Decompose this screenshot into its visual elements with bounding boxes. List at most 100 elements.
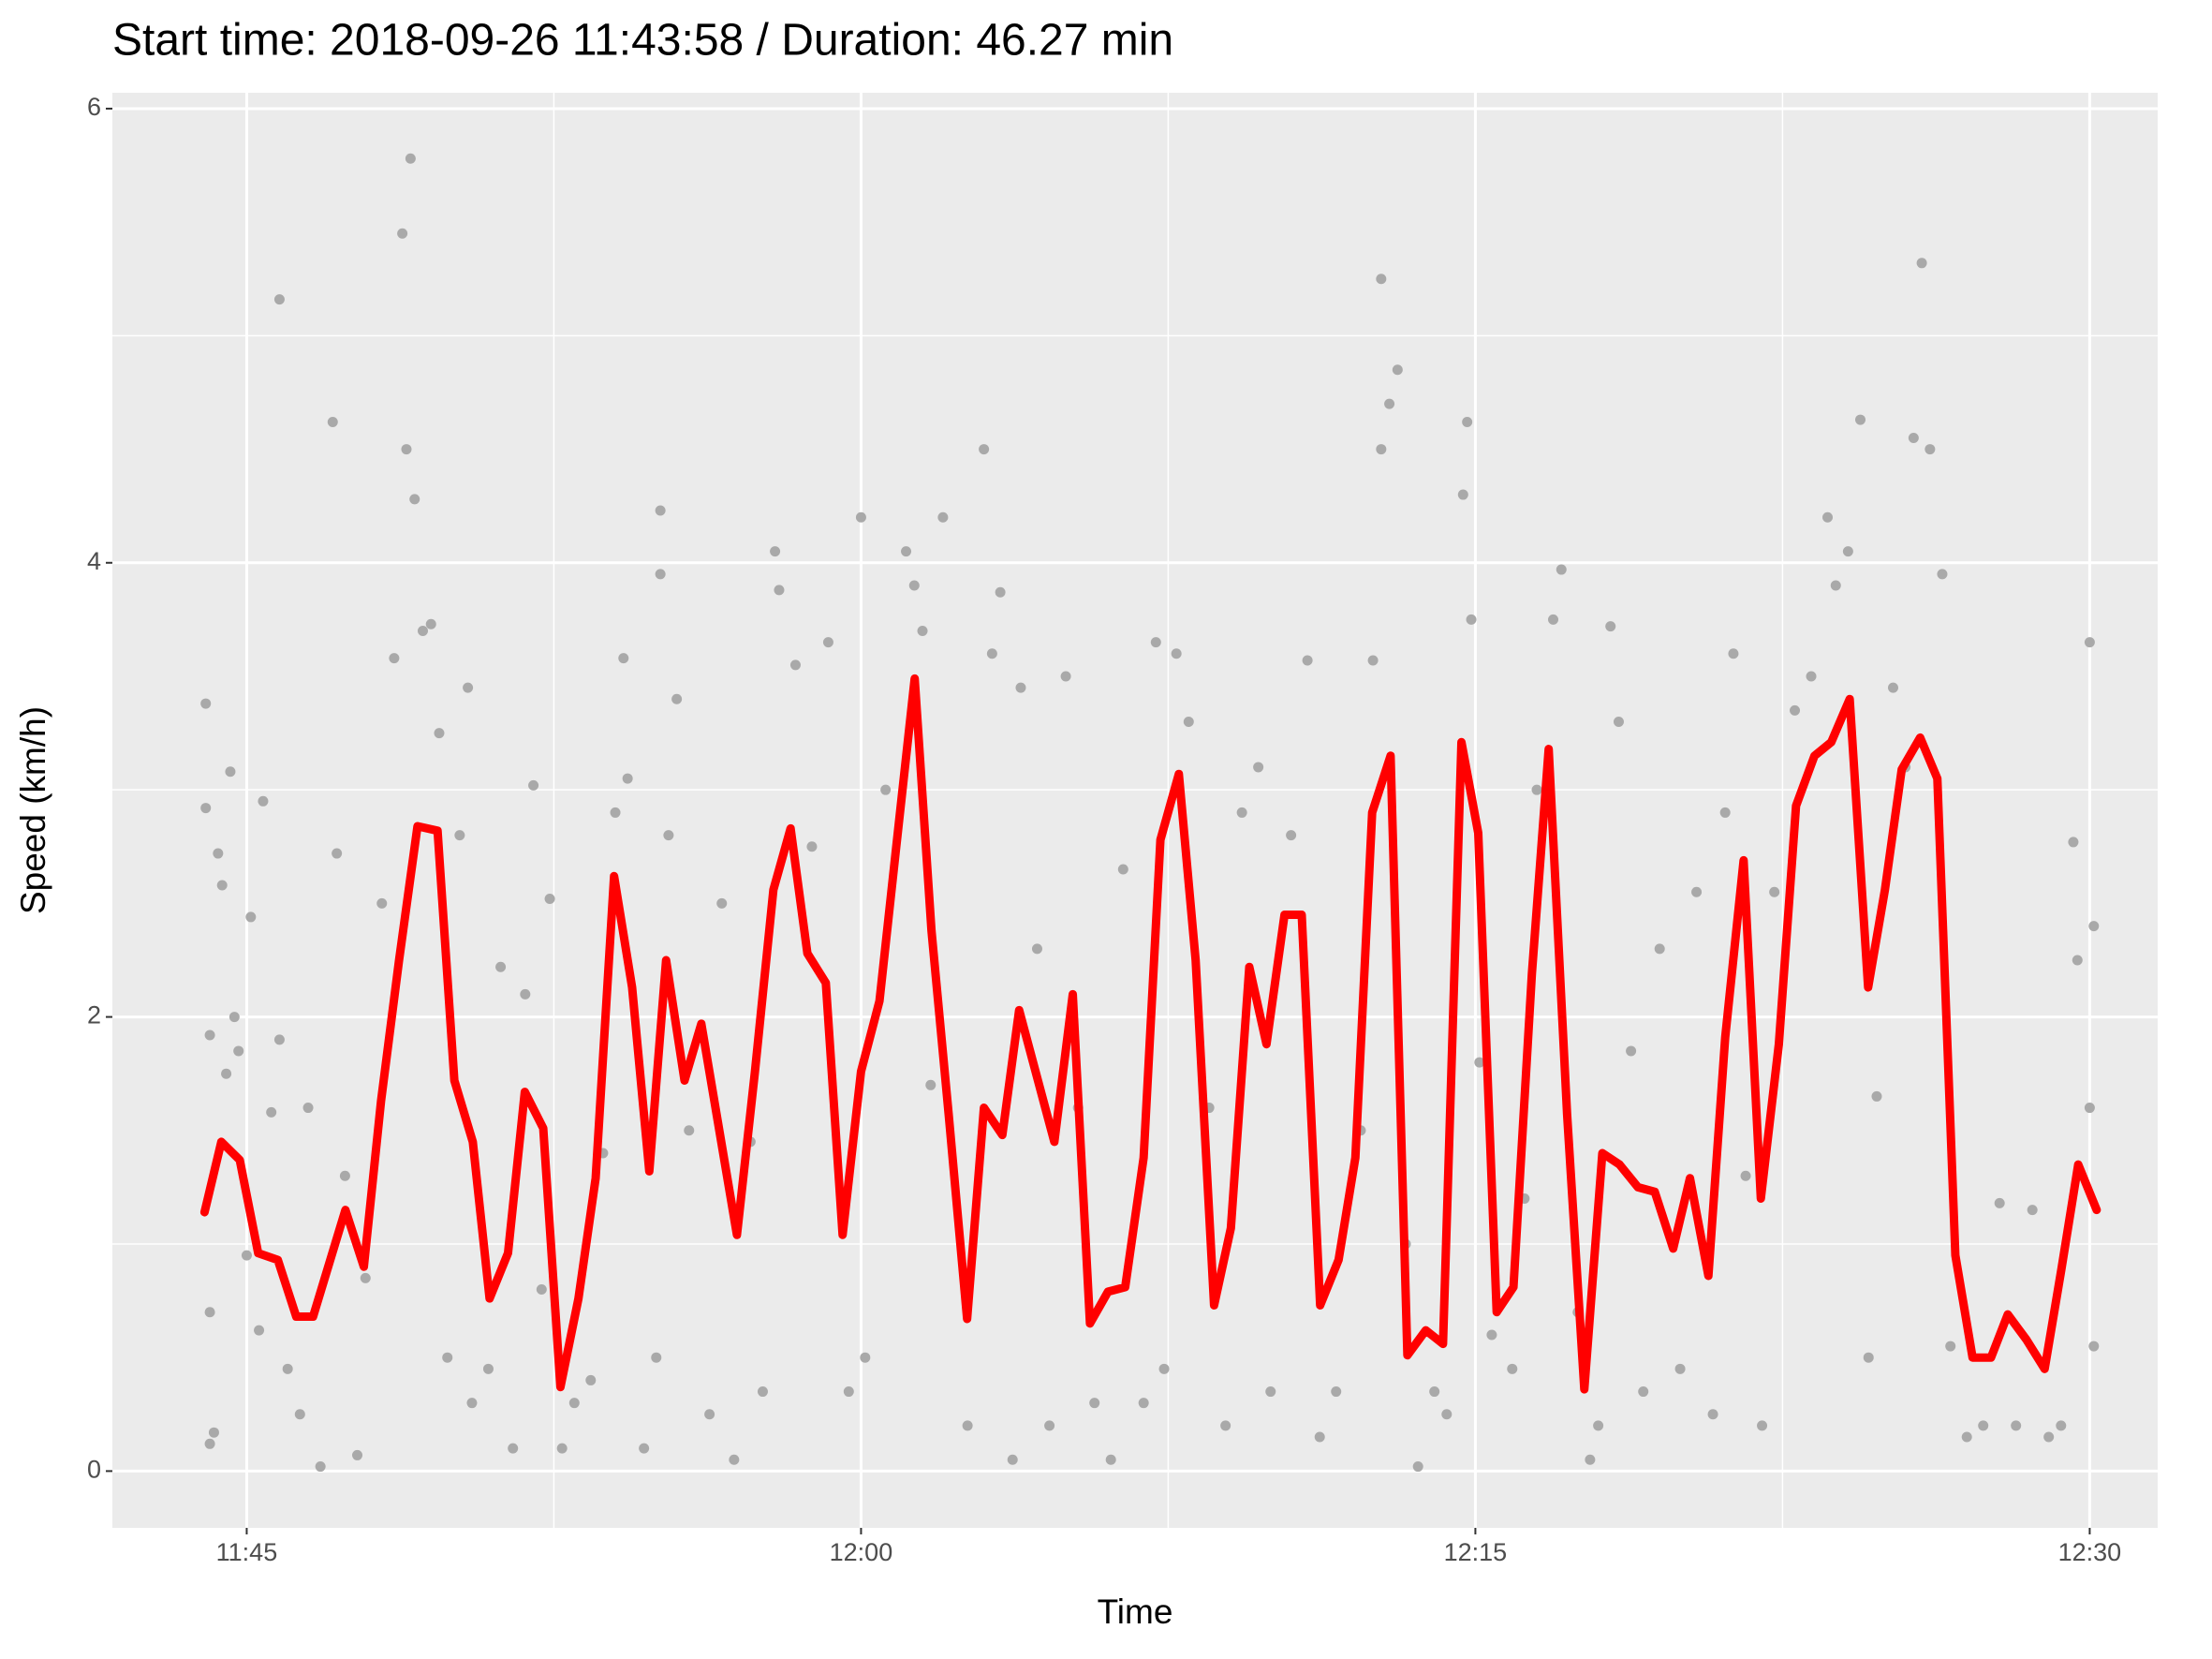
data-point — [417, 626, 428, 636]
data-point — [200, 803, 212, 814]
data-point — [684, 1125, 695, 1136]
data-point — [671, 693, 683, 704]
data-point — [1158, 1363, 1170, 1374]
y-axis-title: Speed (km/h) — [14, 706, 52, 914]
data-point — [466, 1398, 478, 1409]
data-point — [2068, 837, 2079, 848]
data-point — [508, 1443, 519, 1454]
data-point — [655, 505, 666, 516]
data-point — [908, 580, 920, 591]
data-point — [1707, 1409, 1718, 1420]
data-point — [1626, 1045, 1637, 1057]
data-point — [245, 911, 257, 923]
data-point — [1908, 432, 1919, 443]
data-point — [536, 1283, 547, 1295]
data-point — [1605, 621, 1616, 632]
data-point — [1183, 716, 1194, 727]
data-point — [1994, 1197, 2005, 1208]
data-point — [376, 897, 388, 909]
data-point — [822, 637, 833, 648]
plot-area — [112, 93, 2158, 1528]
y-tick-label: 0 — [87, 1456, 101, 1484]
data-point — [1531, 784, 1542, 795]
data-point — [917, 626, 928, 636]
data-point — [409, 494, 420, 505]
data-point — [266, 1106, 277, 1118]
data-point — [1654, 943, 1665, 955]
data-point — [995, 586, 1006, 598]
data-point — [1286, 830, 1297, 841]
x-tick-label: 11:45 — [216, 1538, 278, 1566]
data-point — [1105, 1454, 1116, 1465]
data-point — [332, 848, 343, 859]
data-point — [216, 880, 228, 891]
data-point — [1486, 1329, 1497, 1341]
x-tick-label: 12:00 — [830, 1538, 893, 1566]
x-tick-label: 12:15 — [1444, 1538, 1508, 1566]
data-point — [1757, 1420, 1768, 1431]
data-point — [1887, 682, 1898, 693]
data-point — [1138, 1398, 1149, 1409]
data-point — [327, 416, 338, 427]
data-point — [568, 1398, 580, 1409]
y-tick-label: 2 — [87, 1001, 101, 1029]
data-point — [273, 1034, 285, 1045]
data-point — [339, 1170, 350, 1181]
data-point — [986, 648, 997, 659]
data-point — [225, 766, 236, 778]
plot-panel — [112, 93, 2158, 1528]
data-point — [1945, 1341, 1956, 1352]
data-point — [1384, 398, 1395, 409]
data-point — [352, 1449, 363, 1460]
data-point — [1441, 1409, 1453, 1420]
data-point — [1769, 886, 1780, 897]
data-point — [2011, 1420, 2022, 1431]
data-point — [901, 546, 912, 557]
data-point — [1740, 1170, 1751, 1181]
data-point — [806, 841, 818, 852]
data-point — [1220, 1420, 1231, 1431]
data-point — [1593, 1420, 1604, 1431]
data-point — [757, 1386, 768, 1398]
data-point — [1728, 648, 1739, 659]
data-point — [1060, 671, 1071, 682]
data-point — [1412, 1461, 1423, 1473]
data-point — [360, 1272, 371, 1283]
data-point — [302, 1103, 314, 1114]
data-point — [405, 153, 416, 164]
data-point — [1916, 258, 1927, 269]
data-point — [639, 1443, 650, 1454]
data-point — [1150, 637, 1161, 648]
data-point — [2043, 1431, 2055, 1443]
data-point — [1367, 655, 1379, 666]
data-point — [1978, 1420, 1989, 1431]
data-point — [1507, 1363, 1518, 1374]
data-point — [1855, 414, 1866, 425]
data-point — [229, 1012, 240, 1023]
data-point — [1015, 682, 1026, 693]
data-point — [454, 830, 465, 841]
data-point — [2084, 637, 2095, 648]
data-point — [213, 848, 224, 859]
data-point — [1474, 1057, 1485, 1068]
data-point — [2072, 955, 2083, 966]
data-point — [962, 1420, 973, 1431]
data-point — [1638, 1386, 1649, 1398]
data-point — [860, 1352, 871, 1363]
data-point — [204, 1307, 215, 1318]
data-point — [1302, 655, 1313, 666]
data-point — [925, 1079, 936, 1090]
data-point — [1585, 1454, 1596, 1465]
data-point — [843, 1386, 854, 1398]
data-point — [1806, 671, 1817, 682]
data-point — [273, 294, 285, 305]
data-point — [1842, 546, 1853, 557]
data-point — [463, 682, 474, 693]
data-point — [1871, 1090, 1882, 1102]
data-point — [2088, 1341, 2100, 1352]
data-point — [1674, 1363, 1686, 1374]
data-point — [1331, 1386, 1342, 1398]
x-tick-label: 12:30 — [2058, 1538, 2122, 1566]
data-point — [774, 585, 785, 596]
